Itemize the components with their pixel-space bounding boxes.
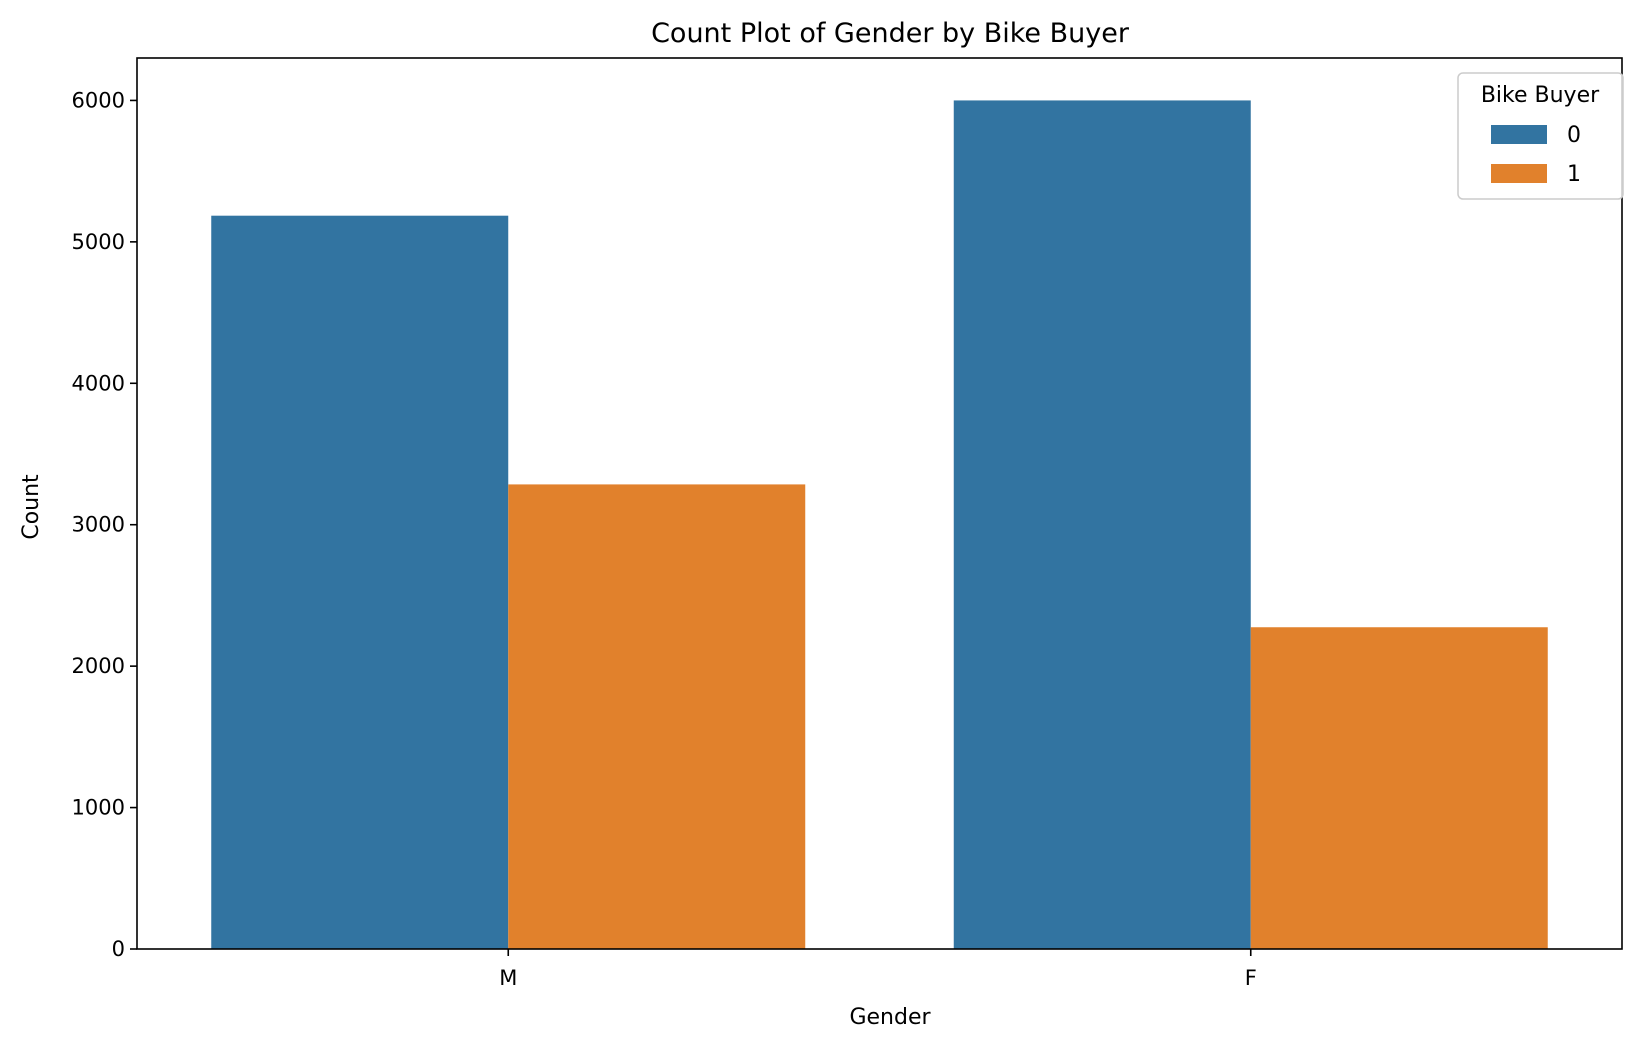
legend: Bike Buyer 0 1 bbox=[1457, 72, 1624, 200]
x-tick-label: F bbox=[1245, 966, 1257, 990]
legend-swatch-1 bbox=[1491, 164, 1547, 183]
axes-layer: 0 1000 2000 3000 4000 5000 6000 M F bbox=[72, 57, 1623, 990]
bar-F-series-0 bbox=[953, 100, 1251, 949]
bar-F-series-1 bbox=[1250, 627, 1548, 949]
bar-M-series-0 bbox=[211, 215, 509, 949]
y-tick-label: 1000 bbox=[72, 796, 125, 820]
y-tick-label: 2000 bbox=[72, 654, 125, 678]
legend-label-1: 1 bbox=[1567, 162, 1581, 187]
plot-frame bbox=[136, 57, 1623, 950]
x-tick-label: M bbox=[499, 966, 517, 990]
y-tick-label: 6000 bbox=[72, 88, 125, 112]
bar-M-series-1 bbox=[508, 484, 806, 949]
legend-title: Bike Buyer bbox=[1481, 83, 1600, 108]
x-axis-label: Gender bbox=[849, 1005, 931, 1030]
legend-swatch-0 bbox=[1491, 125, 1547, 144]
y-tick-label: 4000 bbox=[72, 371, 125, 395]
chart-title: Count Plot of Gender by Bike Buyer bbox=[651, 18, 1130, 49]
y-axis-label: Count bbox=[19, 474, 44, 540]
y-tick-label: 5000 bbox=[72, 230, 125, 254]
legend-label-0: 0 bbox=[1567, 123, 1581, 148]
y-tick-label: 0 bbox=[112, 937, 125, 961]
bars-layer bbox=[211, 100, 1548, 949]
y-tick-label: 3000 bbox=[72, 513, 125, 537]
